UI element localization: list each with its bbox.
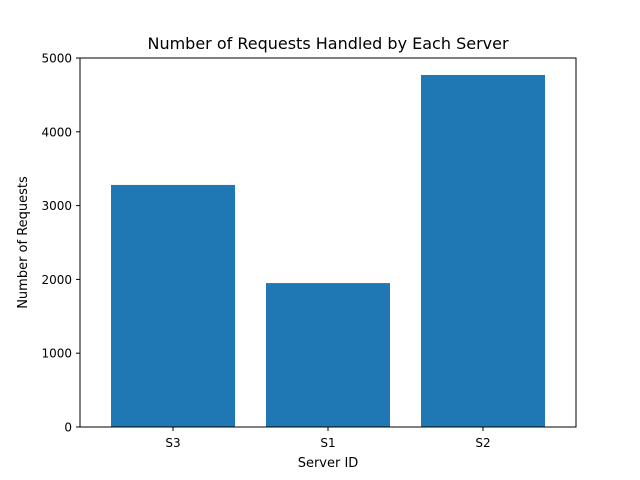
bar-S2 <box>421 74 545 427</box>
y-tick-label: 4000 <box>41 125 72 139</box>
bar-S1 <box>266 283 390 427</box>
y-tick-label: 1000 <box>41 347 72 361</box>
plot-frame <box>79 57 577 428</box>
y-axis-label: Number of Requests <box>16 176 31 309</box>
y-tick-label: 2000 <box>41 273 72 287</box>
bar-S3 <box>111 184 235 427</box>
y-tick-label: 0 <box>64 421 72 435</box>
x-axis-ticks: S3 S1 S2 <box>165 427 491 450</box>
y-tick-label: 3000 <box>41 199 72 213</box>
chart-title: Number of Requests Handled by Each Serve… <box>147 34 508 53</box>
x-tick-label-S3: S3 <box>165 436 180 450</box>
x-tick-label-S2: S2 <box>475 436 490 450</box>
x-axis-label: Server ID <box>298 456 359 471</box>
y-tick-label: 5000 <box>41 52 72 66</box>
x-tick-label-S1: S1 <box>320 436 335 450</box>
bars-group <box>111 74 545 427</box>
y-axis-ticks: 0 1000 2000 3000 4000 5000 <box>41 52 80 435</box>
